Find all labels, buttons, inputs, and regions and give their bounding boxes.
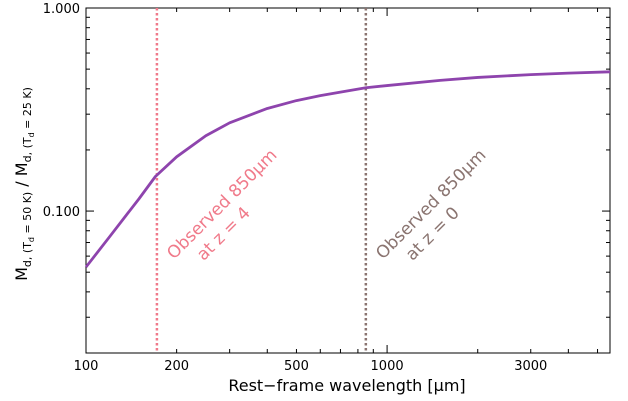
y-axis-label-sep: / M <box>12 162 31 191</box>
x-tick-label: 500 <box>284 359 309 374</box>
y-axis-label-sub2-end: = 25 K) <box>21 87 34 132</box>
x-tick-label: 3000 <box>514 359 547 374</box>
labels: Rest−frame wavelength [μm] Md, (Td = 50 … <box>12 2 547 395</box>
plot-area <box>84 8 611 353</box>
plot-frame <box>85 7 611 354</box>
y-axis-label-sub2: d, (T <box>21 137 34 162</box>
axes <box>85 7 611 354</box>
y-axis-label-subsub2: d <box>27 132 36 137</box>
y-axis-label-sub1-end: = 50 K) <box>21 192 34 237</box>
y-tick-label: 0.100 <box>43 205 80 220</box>
x-axis-label: Rest−frame wavelength [μm] <box>228 376 465 395</box>
series-line-1 <box>84 70 611 268</box>
y-tick-label: 1.000 <box>43 2 80 17</box>
y-axis-label: Md, (Td = 50 K) / Md, (Td = 25 K) <box>12 87 36 281</box>
y-axis-label-subsub1: d <box>27 237 36 242</box>
y-axis-label-sub1: d, (T <box>21 242 34 267</box>
x-tick-label: 200 <box>164 359 189 374</box>
y-axis-label-m1: M <box>12 267 31 281</box>
x-tick-label: 1000 <box>371 359 404 374</box>
x-tick-label: 100 <box>74 359 99 374</box>
